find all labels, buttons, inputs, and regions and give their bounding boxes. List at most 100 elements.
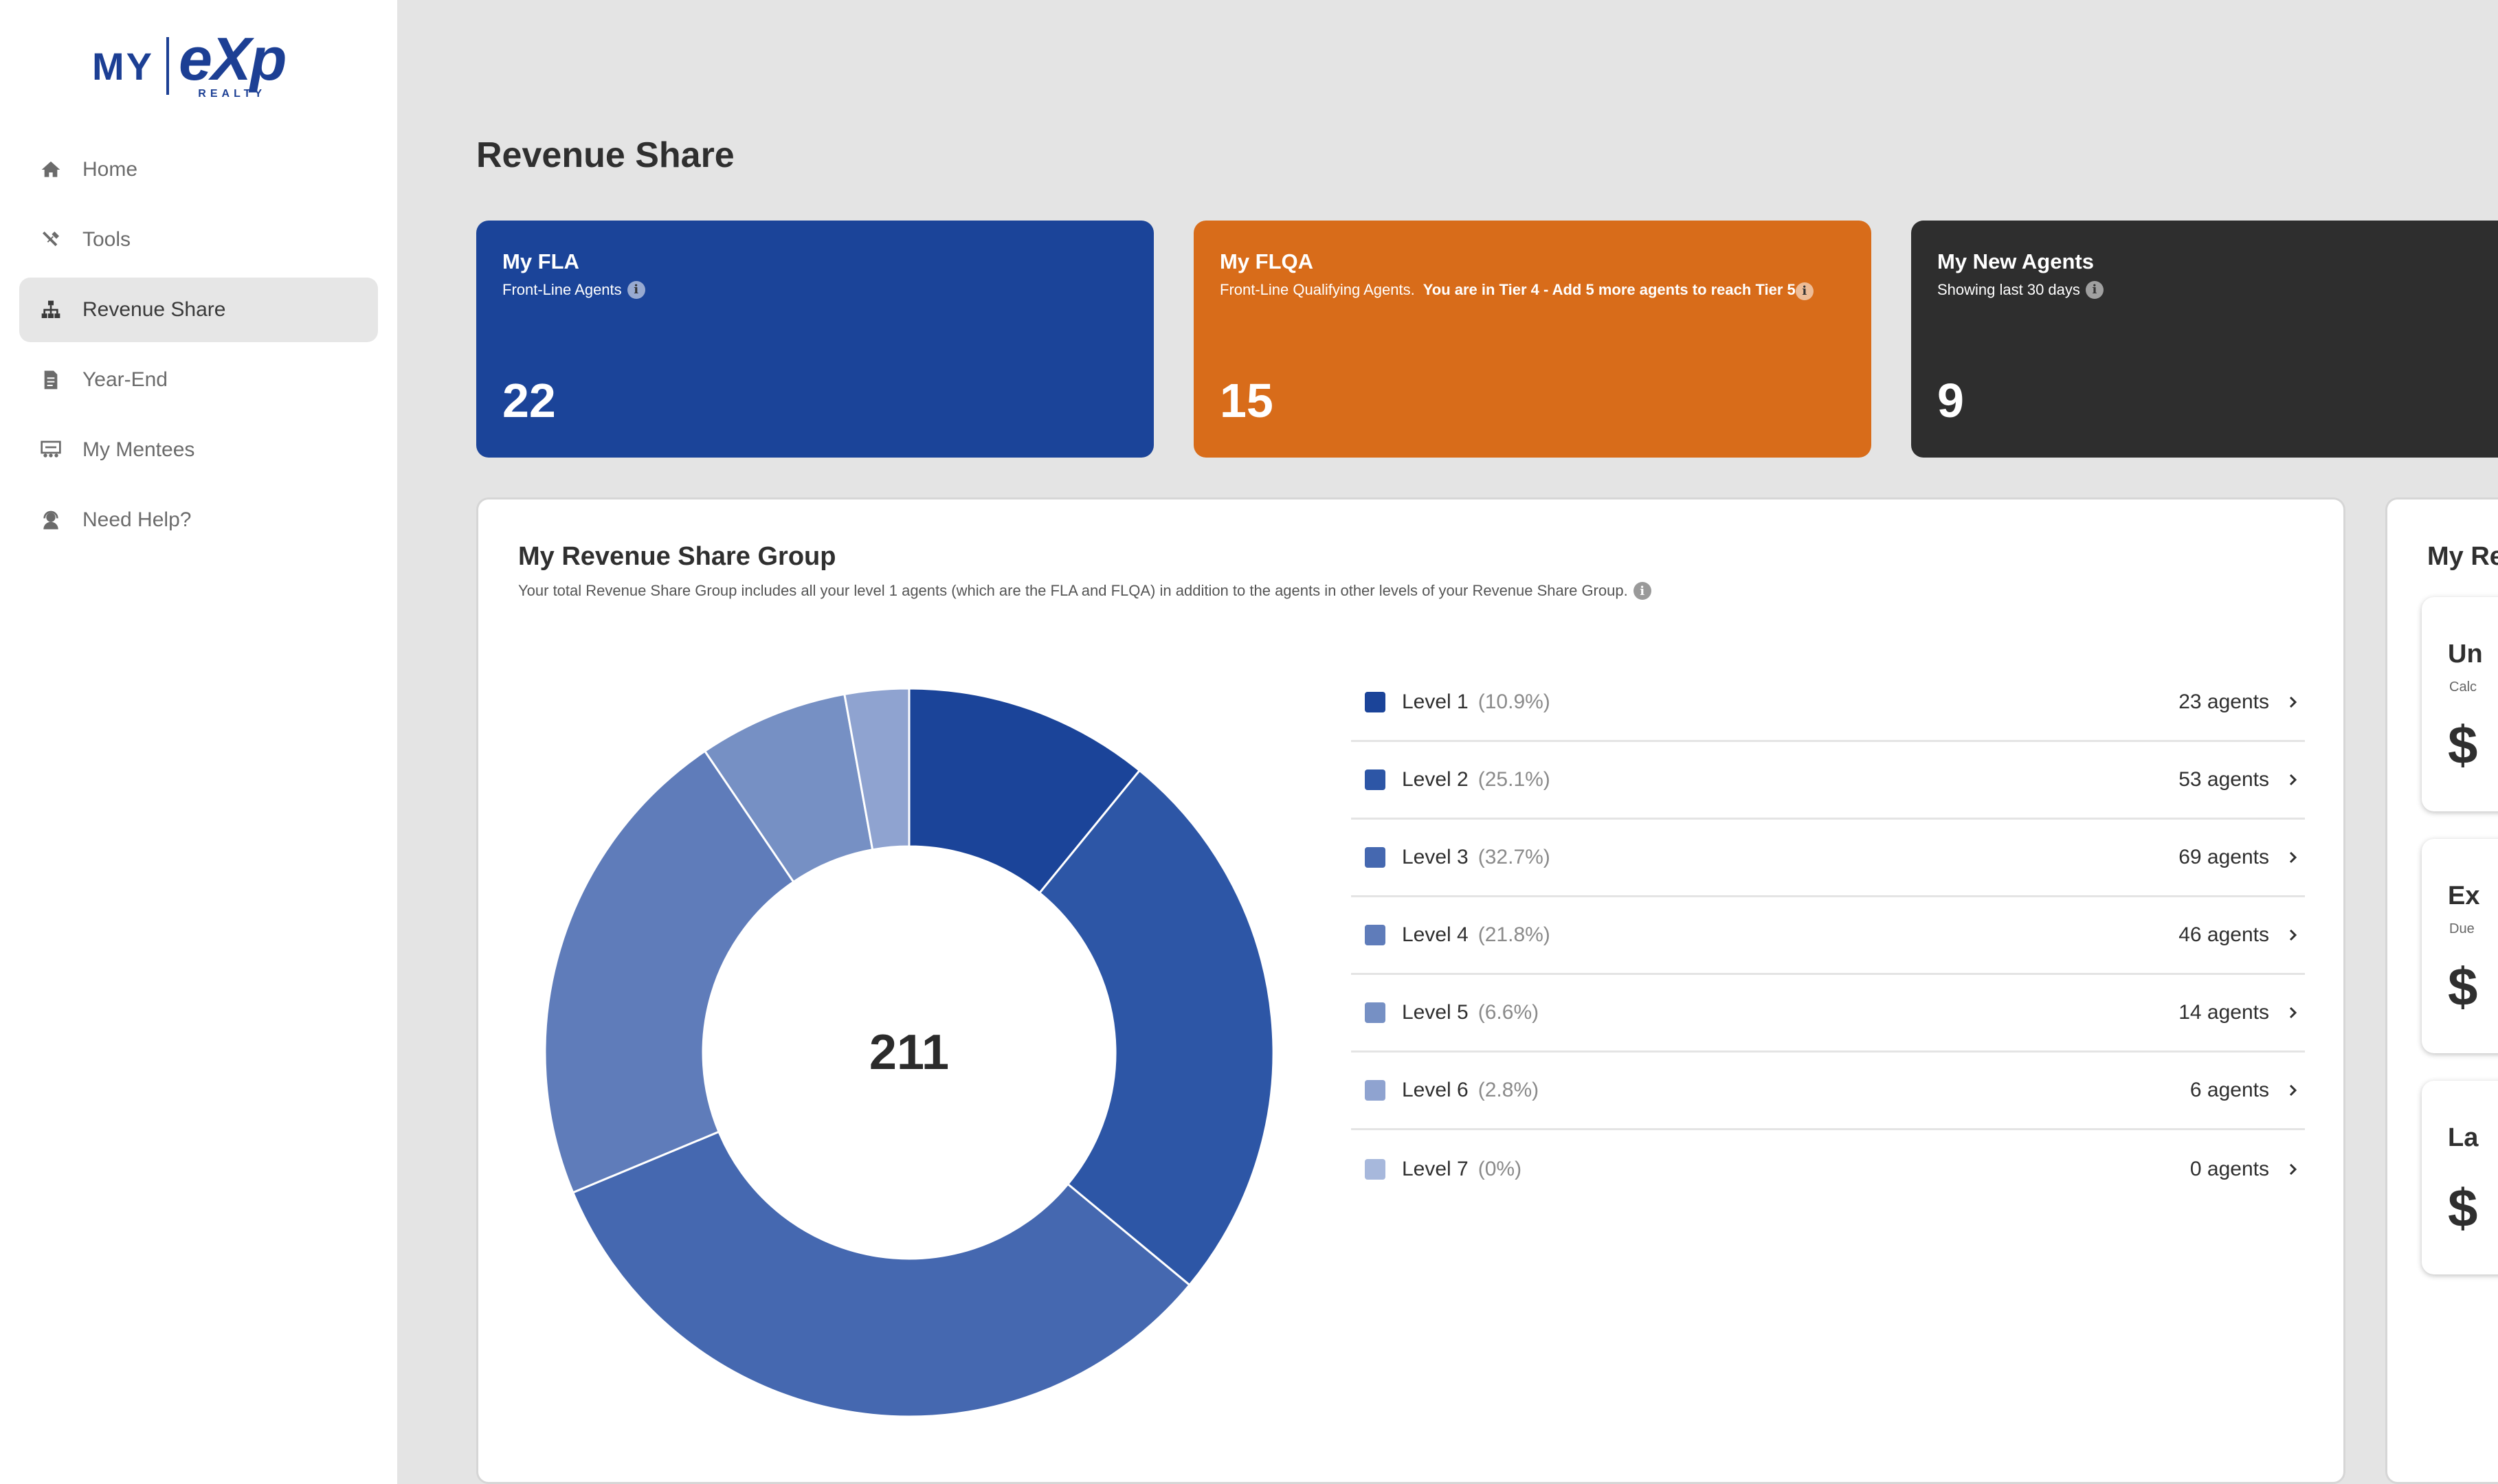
level-agent-count: 6 agents: [2189, 1079, 2269, 1101]
info-icon[interactable]: i: [1795, 282, 1814, 300]
sidebar: MY eXp REALTY Home Tools Revenue Share: [0, 0, 397, 1484]
donut-slice-level-3[interactable]: [571, 1130, 1192, 1418]
level-row-2[interactable]: Level 2 (25.1%) 53 agents: [1351, 742, 2305, 820]
panel-subtitle-text: Your total Revenue Share Group includes …: [518, 582, 1628, 599]
sidebar-item-label: Need Help?: [82, 508, 192, 531]
logo-exp: eXp REALTY: [179, 25, 287, 100]
sidebar-item-label: Tools: [82, 228, 131, 251]
level-label: Level 5: [1402, 1001, 1469, 1024]
sidebar-item-need-help[interactable]: Need Help?: [19, 488, 378, 552]
level-agent-count: 46 agents: [2178, 923, 2269, 946]
level-row-6[interactable]: Level 6 (2.8%) 6 agents: [1351, 1053, 2305, 1130]
level-percent: (21.8%): [1477, 923, 1550, 946]
chevron-right-icon: [2284, 926, 2302, 944]
right-card-title: Ex: [2448, 881, 2480, 910]
flqa-card-title: My FLQA: [1220, 249, 1314, 273]
right-card-1[interactable]: Un Calc $: [2422, 597, 2498, 811]
myexp-logo[interactable]: MY eXp REALTY: [92, 25, 287, 100]
sidebar-nav: Home Tools Revenue Share Year-End My Men…: [19, 137, 378, 558]
document-icon: [38, 368, 63, 392]
level-agent-count: 14 agents: [2178, 1001, 2269, 1024]
level-percent: (6.6%): [1477, 1001, 1539, 1024]
info-icon[interactable]: i: [627, 281, 645, 299]
right-card-title: La: [2448, 1123, 2479, 1152]
sidebar-item-my-mentees[interactable]: My Mentees: [19, 418, 378, 482]
fla-card[interactable]: My FLA Front-Line Agents i 22: [476, 221, 1154, 458]
flqa-card-subtitle-text: Front-Line Qualifying Agents.: [1220, 281, 1415, 298]
panel-title: My Revenue Share Group: [518, 542, 836, 571]
page-title: Revenue Share: [476, 135, 735, 175]
tools-icon: [38, 227, 63, 252]
right-panel-title: My Re: [2427, 542, 2498, 571]
right-card-value: $: [2448, 715, 2478, 775]
fla-card-subtitle-text: Front-Line Agents: [502, 281, 622, 298]
chevron-right-icon: [2284, 848, 2302, 866]
chevron-right-icon: [2284, 1004, 2302, 1022]
level-label: Level 6: [1402, 1079, 1469, 1101]
info-icon[interactable]: i: [2085, 281, 2104, 299]
level-percent: (2.8%): [1477, 1079, 1539, 1101]
sidebar-item-tools[interactable]: Tools: [19, 207, 378, 272]
level-row-7[interactable]: Level 7 (0%) 0 agents: [1351, 1130, 2305, 1208]
donut-slice-level-6[interactable]: [843, 687, 911, 851]
sidebar-item-revenue-share[interactable]: Revenue Share: [19, 278, 378, 342]
level-swatch: [1365, 1002, 1385, 1023]
level-label: Level 7: [1402, 1157, 1469, 1180]
level-percent: (10.9%): [1477, 690, 1550, 713]
sidebar-item-year-end[interactable]: Year-End: [19, 348, 378, 412]
revenue-panel-right: My Re Un Calc $ Ex Due $ La $: [2385, 497, 2498, 1484]
donut-slice-level-2[interactable]: [1038, 769, 1275, 1287]
level-row-5[interactable]: Level 5 (6.6%) 14 agents: [1351, 975, 2305, 1053]
fla-card-value: 22: [502, 374, 556, 427]
flqa-card[interactable]: My FLQA Front-Line Qualifying Agents. Yo…: [1194, 221, 1871, 458]
right-card-3[interactable]: La $: [2422, 1081, 2498, 1274]
right-card-subtitle: Due: [2449, 921, 2475, 936]
sidebar-item-label: Home: [82, 158, 138, 181]
chevron-right-icon: [2284, 1160, 2302, 1178]
right-card-value: $: [2448, 1178, 2478, 1238]
fla-card-subtitle: Front-Line Agents i: [502, 280, 1128, 300]
support-icon: [38, 508, 63, 532]
home-icon: [38, 157, 63, 182]
chevron-right-icon: [2284, 771, 2302, 789]
flqa-card-subtitle: Front-Line Qualifying Agents. You are in…: [1220, 280, 1845, 300]
info-icon[interactable]: i: [1633, 582, 1651, 600]
level-swatch: [1365, 1080, 1385, 1101]
level-swatch: [1365, 1158, 1385, 1180]
flqa-tier-note: You are in Tier 4 - Add 5 more agents to…: [1423, 281, 1796, 298]
level-label: Level 3: [1402, 846, 1469, 868]
flqa-card-value: 15: [1220, 374, 1273, 427]
level-row-3[interactable]: Level 3 (32.7%) 69 agents: [1351, 820, 2305, 897]
logo-my-text: MY: [92, 44, 154, 88]
level-label: Level 4: [1402, 923, 1469, 946]
level-percent: (32.7%): [1477, 846, 1550, 868]
sidebar-item-home[interactable]: Home: [19, 137, 378, 202]
logo-divider: [166, 37, 169, 95]
level-agent-count: 0 agents: [2189, 1157, 2269, 1180]
level-row-4[interactable]: Level 4 (21.8%) 46 agents: [1351, 897, 2305, 975]
logo-realty-text: REALTY: [198, 88, 267, 100]
right-card-title: Un: [2448, 640, 2483, 668]
level-label: Level 1: [1402, 690, 1469, 713]
logo-exp-text: eXp: [179, 25, 287, 93]
level-row-1[interactable]: Level 1 (10.9%) 23 agents: [1351, 664, 2305, 742]
level-percent: (25.1%): [1477, 768, 1550, 791]
org-chart-icon: [38, 297, 63, 322]
donut-slice-level-4[interactable]: [544, 750, 795, 1194]
sidebar-item-label: My Mentees: [82, 438, 195, 461]
level-agent-count: 53 agents: [2178, 768, 2269, 791]
level-swatch: [1365, 769, 1385, 790]
right-card-2[interactable]: Ex Due $: [2422, 839, 2498, 1053]
revenue-share-donut-chart: [544, 687, 1275, 1418]
mentees-icon: [38, 438, 63, 462]
chevron-right-icon: [2284, 1081, 2302, 1099]
level-swatch: [1365, 692, 1385, 712]
level-agent-count: 69 agents: [2178, 846, 2269, 868]
right-card-value: $: [2448, 956, 2478, 1017]
new-agents-card[interactable]: My New Agents Showing last 30 days i 9: [1911, 221, 2498, 458]
level-percent: (0%): [1477, 1157, 1522, 1180]
right-card-subtitle: Calc: [2449, 679, 2477, 695]
new-agents-card-title: My New Agents: [1937, 249, 2094, 273]
chevron-right-icon: [2284, 693, 2302, 711]
level-agent-count: 23 agents: [2178, 690, 2269, 713]
